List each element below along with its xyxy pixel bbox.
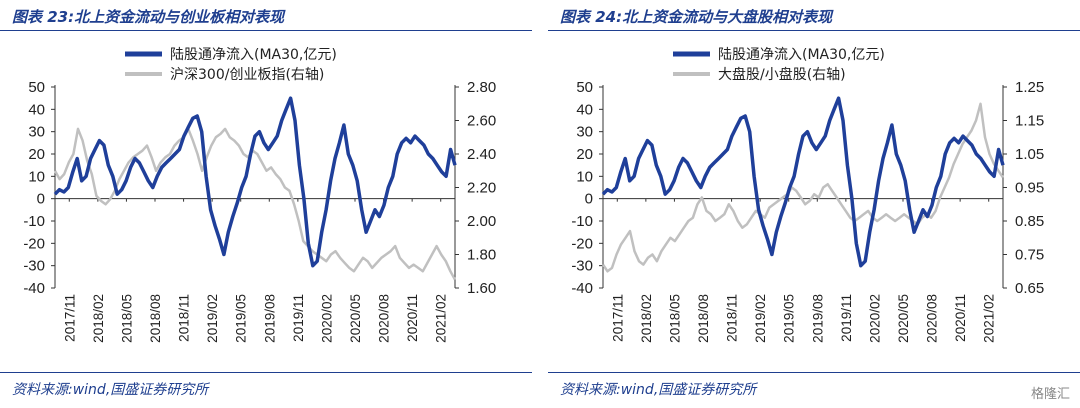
y-right-tick-label: 0.95 xyxy=(1015,180,1044,197)
y-right-tick-label: 1.80 xyxy=(467,247,496,264)
y-left-tick-label: 10 xyxy=(576,168,593,185)
y-left-tick-label: -10 xyxy=(571,213,593,230)
y-left-tick-label: -40 xyxy=(571,280,593,297)
x-tick-label: 2020/11 xyxy=(405,294,420,342)
x-tick-label: 2018/08 xyxy=(148,294,163,343)
series-line-left-axis xyxy=(53,96,457,268)
y-left-tick-label: -30 xyxy=(23,258,45,275)
y-right-tick-label: 1.15 xyxy=(1015,113,1044,130)
series-line-left-axis xyxy=(601,96,1005,268)
y-right-tick-label: 2.20 xyxy=(467,180,496,197)
x-tick-label: 2021/02 xyxy=(434,294,449,343)
legend-label: 沪深300/创业板指(右轴) xyxy=(170,67,324,83)
source-rule xyxy=(0,372,532,373)
x-tick-label: 2018/05 xyxy=(119,294,134,343)
y-left-tick-label: 50 xyxy=(28,79,45,96)
legend-label: 陆股通净流入(MA30,亿元) xyxy=(170,47,337,63)
chart-title: 图表 23:北上资金流动与创业板相对表现 xyxy=(12,8,285,26)
x-tick-label: 2019/11 xyxy=(839,294,854,342)
y-left-tick-label: 30 xyxy=(28,124,45,141)
y-right-tick-label: 0.75 xyxy=(1015,247,1044,264)
x-tick-label: 2018/05 xyxy=(667,294,682,343)
x-tick-label: 2020/02 xyxy=(319,294,334,343)
x-tick-label: 2018/11 xyxy=(725,294,740,342)
x-tick-label: 2019/02 xyxy=(205,294,220,343)
x-tick-label: 2018/08 xyxy=(696,294,711,343)
y-right-tick-label: 2.60 xyxy=(467,113,496,130)
y-left-tick-label: 50 xyxy=(576,79,593,96)
chart-panel-right: 图表 24:北上资金流动与大盘股相对表现 50 40 30 20 10 0 -10 -20 -3… xyxy=(548,0,1080,408)
x-tick-label: 2018/02 xyxy=(91,294,106,343)
x-tick-label: 2020/05 xyxy=(896,294,911,343)
y-right-tick-label: 2.40 xyxy=(467,146,496,163)
x-tick-label: 2019/08 xyxy=(262,294,277,343)
chart-23: 50 40 30 20 10 0 -10 -20 -30 -40 2.80 2.60 2.40 2.20 2… xyxy=(23,47,496,343)
title-rule xyxy=(0,30,532,31)
y-left-tick-label: 40 xyxy=(28,101,45,118)
x-tick-label: 2018/11 xyxy=(177,294,192,342)
x-tick-label: 2019/05 xyxy=(234,294,249,343)
y-left-tick-label: -30 xyxy=(571,258,593,275)
x-tick-label: 2019/11 xyxy=(291,294,306,342)
series-line-right-axis xyxy=(53,127,457,281)
chart-24: 50 40 30 20 10 0 -10 -20 -30 -40 1.25 1.15 1.05 0.95 0… xyxy=(571,47,1044,343)
y-right-tick-label: 1.25 xyxy=(1015,79,1044,96)
x-tick-label: 2017/11 xyxy=(62,294,77,342)
x-tick-label: 2021/02 xyxy=(982,294,997,343)
y-left-tick-label: -40 xyxy=(23,280,45,297)
title-rule xyxy=(548,30,1080,31)
y-left-tick-label: 10 xyxy=(28,168,45,185)
y-left-tick-label: -10 xyxy=(23,213,45,230)
y-left-tick-label: 20 xyxy=(576,146,593,163)
y-left-tick-label: 0 xyxy=(37,191,45,208)
y-left-tick-label: 0 xyxy=(585,191,593,208)
x-tick-label: 2019/05 xyxy=(782,294,797,343)
watermark-logo: 格隆汇 xyxy=(1030,387,1070,402)
y-left-tick-label: 40 xyxy=(576,101,593,118)
y-left-tick-label: -20 xyxy=(23,235,45,252)
y-left-tick-label: 30 xyxy=(576,124,593,141)
chart-source: 资料来源:wind,国盛证券研究所 xyxy=(560,382,757,398)
y-right-tick-label: 2.80 xyxy=(467,79,496,96)
chart-title: 图表 24:北上资金流动与大盘股相对表现 xyxy=(560,8,833,26)
x-tick-label: 2020/08 xyxy=(925,294,940,343)
x-tick-label: 2019/02 xyxy=(753,294,768,343)
y-right-tick-label: 0.85 xyxy=(1015,213,1044,230)
chart-panel-left: 图表 23:北上资金流动与创业板相对表现 50 40 30 20 10 0 -10 -20 -3… xyxy=(0,0,532,408)
legend-label: 陆股通净流入(MA30,亿元) xyxy=(718,47,885,63)
series-line-right-axis xyxy=(601,102,1005,273)
x-tick-label: 2020/05 xyxy=(348,294,363,343)
x-tick-label: 2019/08 xyxy=(810,294,825,343)
chart-source: 资料来源:wind,国盛证券研究所 xyxy=(12,382,209,398)
y-right-tick-label: 0.65 xyxy=(1015,280,1044,297)
y-left-tick-label: -20 xyxy=(571,235,593,252)
y-right-tick-label: 1.05 xyxy=(1015,146,1044,163)
y-left-tick-label: 20 xyxy=(28,146,45,163)
source-rule xyxy=(548,372,1080,373)
x-tick-label: 2018/02 xyxy=(639,294,654,343)
x-tick-label: 2020/02 xyxy=(867,294,882,343)
x-tick-label: 2017/11 xyxy=(610,294,625,342)
y-right-tick-label: 2.00 xyxy=(467,213,496,230)
x-tick-label: 2020/08 xyxy=(377,294,392,343)
y-right-tick-label: 1.60 xyxy=(467,280,496,297)
x-tick-label: 2020/11 xyxy=(953,294,968,342)
legend-label: 大盘股/小盘股(右轴) xyxy=(718,66,846,83)
